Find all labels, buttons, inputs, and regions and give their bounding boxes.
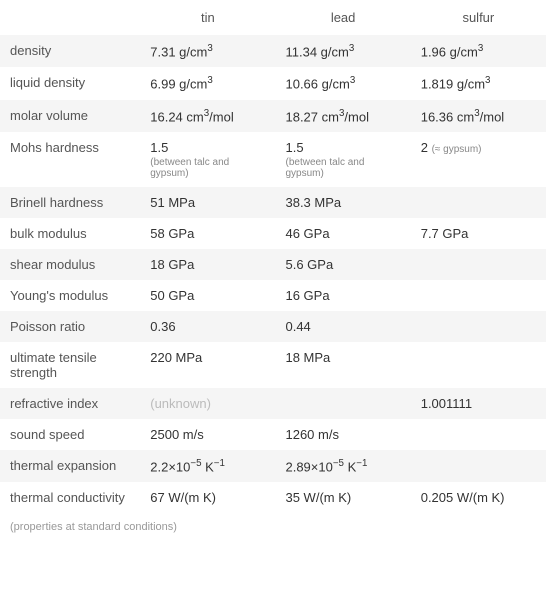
cell-value	[275, 388, 410, 419]
cell-value: 67 W/(m K)	[140, 482, 275, 513]
row-label: bulk modulus	[0, 218, 140, 249]
table-row: thermal expansion2.2×10−5 K−12.89×10−5 K…	[0, 450, 546, 482]
cell-value	[411, 419, 546, 450]
cell-value	[411, 249, 546, 280]
cell-value	[411, 311, 546, 342]
cell-value: 1.5(between talc and gypsum)	[275, 132, 410, 187]
cell-value: 2 (≈ gypsum)	[411, 132, 546, 187]
cell-value: 0.36	[140, 311, 275, 342]
row-label: molar volume	[0, 100, 140, 132]
header-lead: lead	[275, 0, 410, 35]
cell-value: 58 GPa	[140, 218, 275, 249]
cell-value	[411, 187, 546, 218]
table-row: Poisson ratio0.360.44	[0, 311, 546, 342]
row-label: Young's modulus	[0, 280, 140, 311]
table-row: thermal conductivity67 W/(m K)35 W/(m K)…	[0, 482, 546, 513]
row-label: shear modulus	[0, 249, 140, 280]
header-tin: tin	[140, 0, 275, 35]
cell-value: 1.96 g/cm3	[411, 35, 546, 67]
row-label: thermal expansion	[0, 450, 140, 482]
cell-value: 2500 m/s	[140, 419, 275, 450]
table-row: density7.31 g/cm311.34 g/cm31.96 g/cm3	[0, 35, 546, 67]
cell-value: 1.5(between talc and gypsum)	[140, 132, 275, 187]
row-label: Poisson ratio	[0, 311, 140, 342]
cell-value	[411, 450, 546, 482]
table-row: molar volume16.24 cm3/mol18.27 cm3/mol16…	[0, 100, 546, 132]
row-label: thermal conductivity	[0, 482, 140, 513]
cell-value: (unknown)	[140, 388, 275, 419]
row-label: ultimate tensile strength	[0, 342, 140, 388]
cell-value: 10.66 g/cm3	[275, 67, 410, 99]
cell-value: 18.27 cm3/mol	[275, 100, 410, 132]
table-body: density7.31 g/cm311.34 g/cm31.96 g/cm3li…	[0, 35, 546, 513]
cell-value: 16.24 cm3/mol	[140, 100, 275, 132]
row-label: Brinell hardness	[0, 187, 140, 218]
cell-value: 220 MPa	[140, 342, 275, 388]
header-sulfur: sulfur	[411, 0, 546, 35]
cell-value: 6.99 g/cm3	[140, 67, 275, 99]
cell-value: 1.001111	[411, 388, 546, 419]
table-row: bulk modulus58 GPa46 GPa7.7 GPa	[0, 218, 546, 249]
cell-value: 0.44	[275, 311, 410, 342]
row-label: density	[0, 35, 140, 67]
table-row: Brinell hardness51 MPa38.3 MPa	[0, 187, 546, 218]
table-row: sound speed2500 m/s1260 m/s	[0, 419, 546, 450]
cell-value: 11.34 g/cm3	[275, 35, 410, 67]
header-row: tin lead sulfur	[0, 0, 546, 35]
cell-value: 35 W/(m K)	[275, 482, 410, 513]
cell-value: 16 GPa	[275, 280, 410, 311]
cell-value: 2.2×10−5 K−1	[140, 450, 275, 482]
row-label: liquid density	[0, 67, 140, 99]
cell-value: 1260 m/s	[275, 419, 410, 450]
cell-value: 2.89×10−5 K−1	[275, 450, 410, 482]
table-row: liquid density6.99 g/cm310.66 g/cm31.819…	[0, 67, 546, 99]
cell-value: 50 GPa	[140, 280, 275, 311]
table-row: shear modulus18 GPa5.6 GPa	[0, 249, 546, 280]
row-label: sound speed	[0, 419, 140, 450]
table-row: Mohs hardness1.5(between talc and gypsum…	[0, 132, 546, 187]
cell-value: 7.31 g/cm3	[140, 35, 275, 67]
cell-value: 5.6 GPa	[275, 249, 410, 280]
table-row: ultimate tensile strength220 MPa18 MPa	[0, 342, 546, 388]
cell-value: 0.205 W/(m K)	[411, 482, 546, 513]
header-empty	[0, 0, 140, 35]
row-label: Mohs hardness	[0, 132, 140, 187]
cell-value: 18 GPa	[140, 249, 275, 280]
cell-value: 1.819 g/cm3	[411, 67, 546, 99]
cell-value: 16.36 cm3/mol	[411, 100, 546, 132]
cell-value	[411, 280, 546, 311]
cell-value: 51 MPa	[140, 187, 275, 218]
caption: (properties at standard conditions)	[0, 513, 546, 541]
cell-value: 7.7 GPa	[411, 218, 546, 249]
cell-value: 38.3 MPa	[275, 187, 410, 218]
cell-value	[411, 342, 546, 388]
row-label: refractive index	[0, 388, 140, 419]
cell-value: 46 GPa	[275, 218, 410, 249]
table-row: refractive index(unknown) 1.001111	[0, 388, 546, 419]
cell-value: 18 MPa	[275, 342, 410, 388]
properties-table: tin lead sulfur density7.31 g/cm311.34 g…	[0, 0, 546, 513]
table-row: Young's modulus50 GPa16 GPa	[0, 280, 546, 311]
